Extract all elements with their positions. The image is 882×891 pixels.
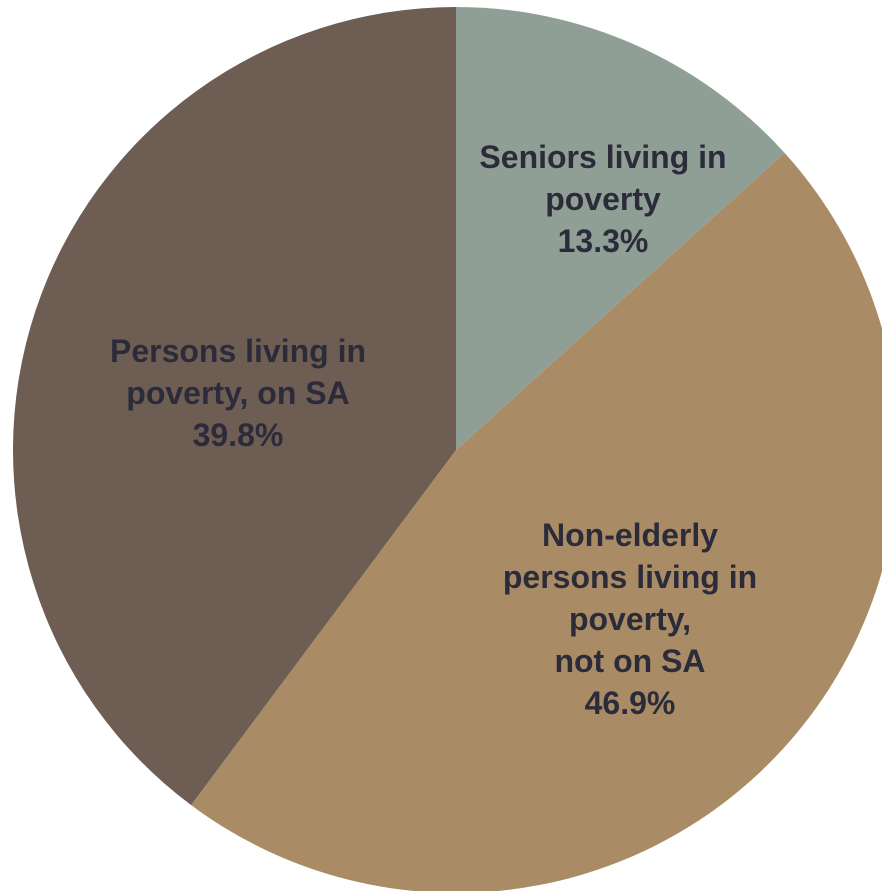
- slice-labels: Seniors living in poverty 13.3% Non-elderly…: [110, 139, 757, 721]
- slice-label-line: Persons living in: [110, 333, 366, 369]
- slice-label-line: 13.3%: [558, 223, 649, 259]
- slice-label: Persons living in poverty, on SA 39.8%: [110, 333, 366, 453]
- slice-label-line: poverty: [545, 181, 661, 217]
- pie-slice: [456, 7, 785, 450]
- slice-label-line: 46.9%: [585, 685, 676, 721]
- slice-label-line: poverty,: [569, 601, 691, 637]
- pie-slice: [13, 7, 456, 806]
- pie-slices: [13, 7, 882, 891]
- slice-label-line: Non-elderly: [542, 517, 718, 553]
- slice-label-line: poverty, on SA: [126, 375, 349, 411]
- slice-label-line: not on SA: [554, 643, 705, 679]
- slice-label-line: 39.8%: [193, 417, 284, 453]
- slice-label: Non-elderly persons living in poverty, not …: [503, 517, 757, 721]
- slice-label: Seniors living in poverty 13.3%: [479, 139, 726, 259]
- slice-label-line: persons living in: [503, 559, 757, 595]
- pie-slice: [191, 152, 882, 891]
- slice-label-line: Seniors living in: [479, 139, 726, 175]
